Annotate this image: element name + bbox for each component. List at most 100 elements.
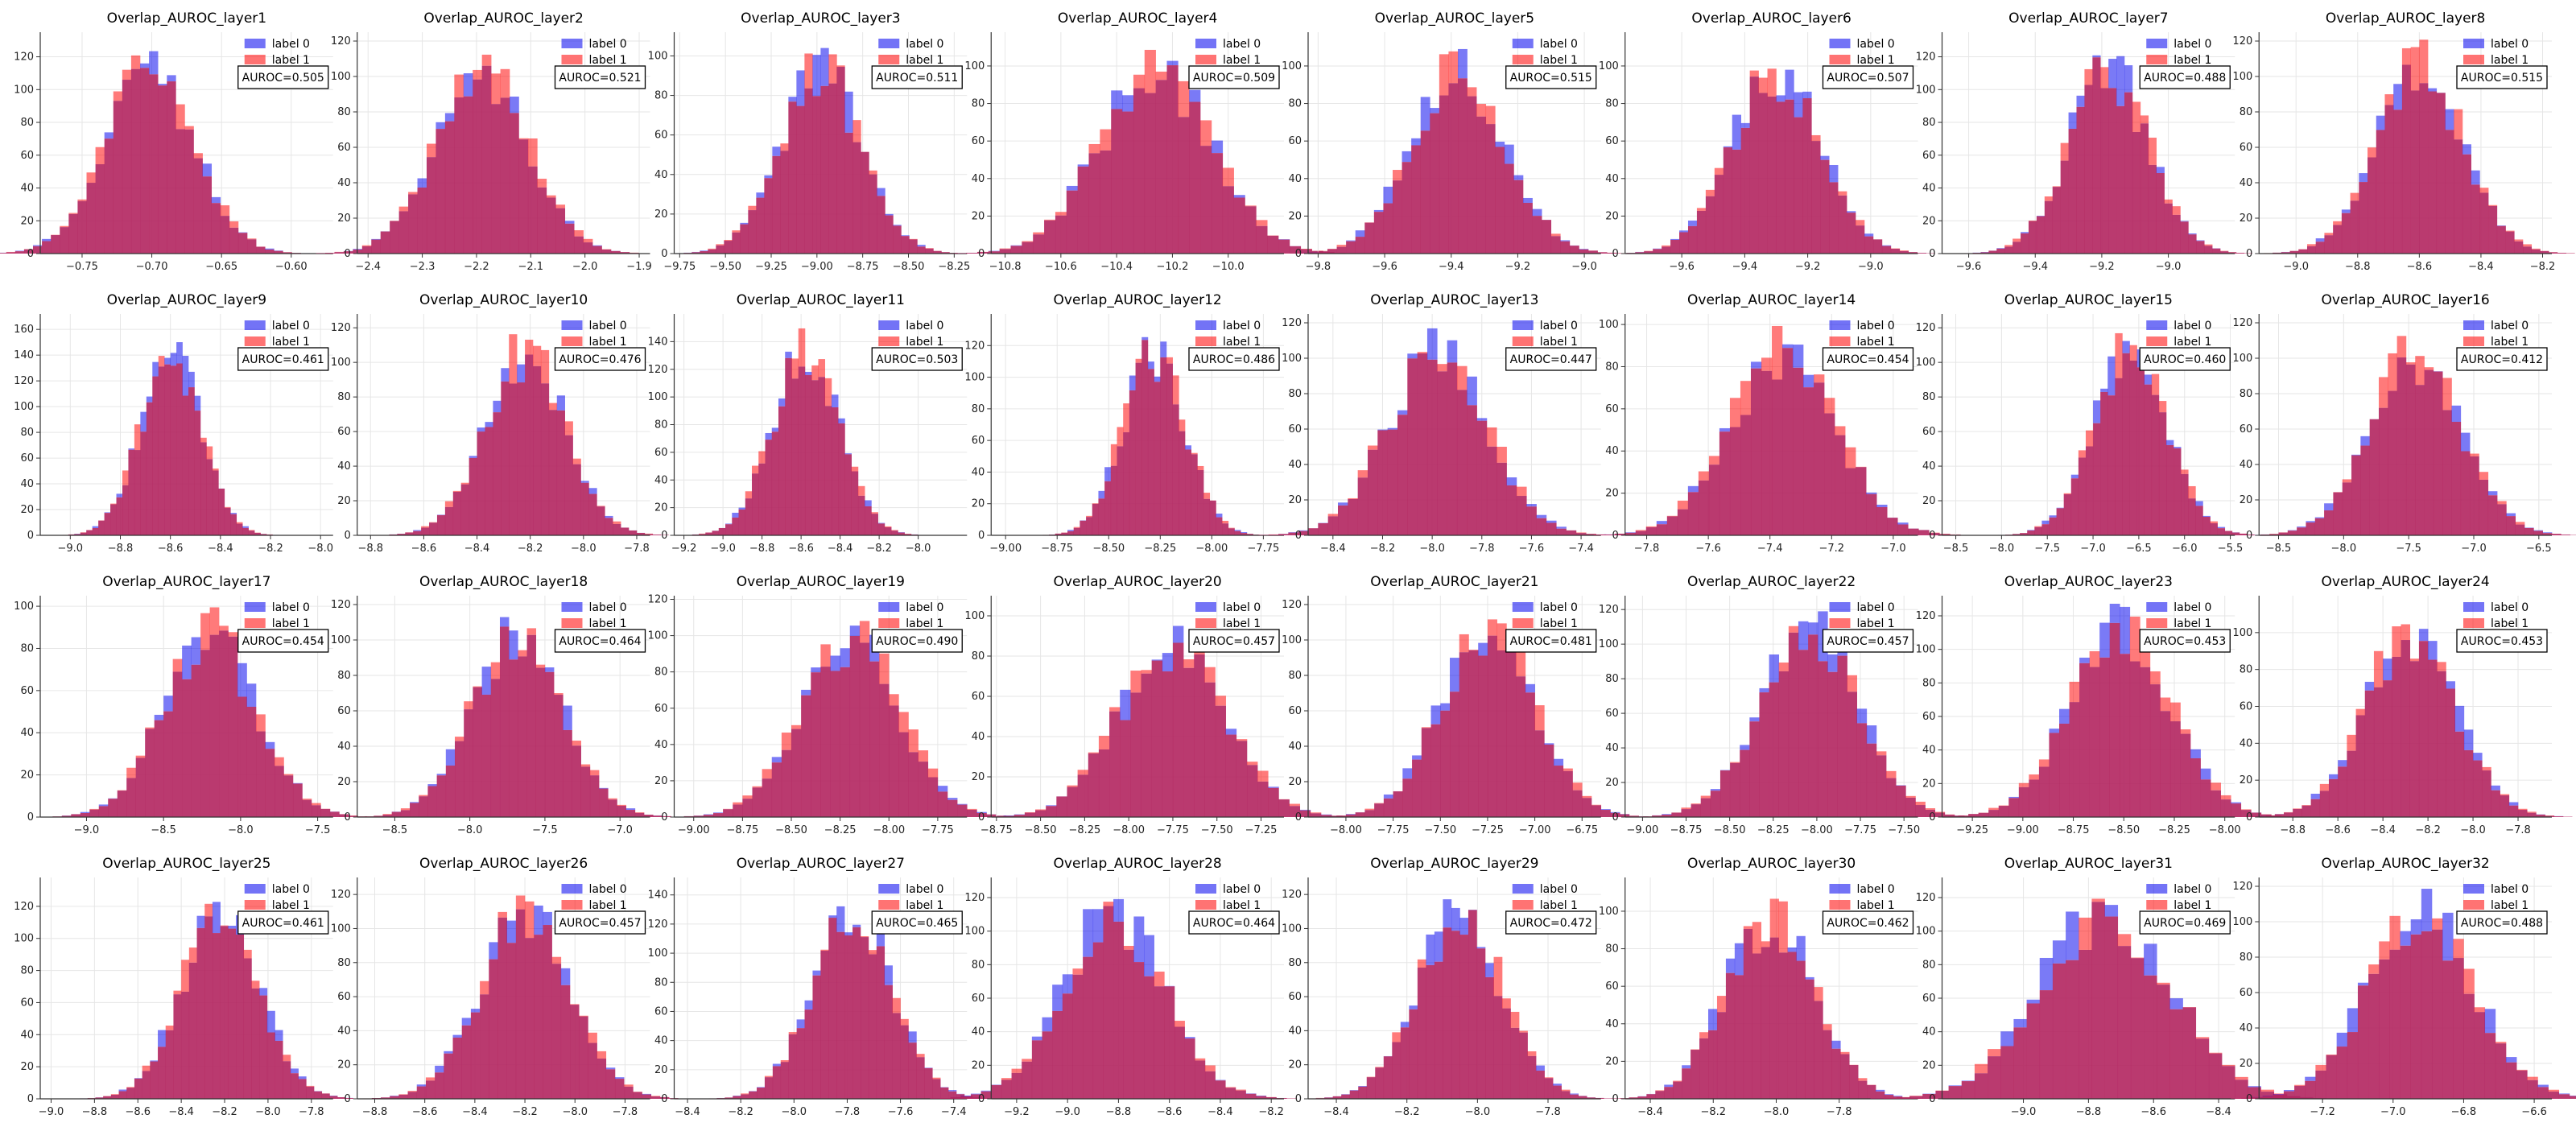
histogram-bar-label1 <box>1516 486 1527 497</box>
histogram-bar-label1 <box>1729 398 1741 427</box>
y-tick-label: 120 <box>964 340 985 352</box>
y-tick-label: 40 <box>2240 1022 2253 1034</box>
x-tick-label: −8.0 <box>1989 543 2015 555</box>
histogram-bar-overlap <box>1845 468 1856 535</box>
histogram-bar-overlap <box>1256 1096 1267 1099</box>
histogram-bar-overlap <box>2495 1043 2507 1099</box>
y-tick-label: 80 <box>20 427 34 439</box>
histogram-bar-label1 <box>644 533 654 535</box>
histogram-bar-overlap <box>1288 532 1298 535</box>
histogram-bar-label0 <box>732 512 739 518</box>
histogram-bar-label0 <box>2506 1057 2517 1063</box>
histogram-bar-overlap <box>1506 485 1517 535</box>
histogram-bar-overlap <box>659 1096 670 1099</box>
histogram-bar-label1 <box>1582 795 1592 799</box>
histogram-bar-overlap <box>836 67 845 254</box>
histogram-bar-label0 <box>2099 622 2111 658</box>
y-tick-label: 60 <box>654 1005 668 1018</box>
histogram-bar-overlap <box>2063 493 2072 535</box>
histogram-bar-label1 <box>1245 205 1257 207</box>
histogram-bar-overlap <box>1698 480 1710 535</box>
histogram-bar-label1 <box>1204 667 1216 683</box>
x-tick-label: −8.25 <box>1068 824 1100 836</box>
histogram-bar-overlap <box>1858 1080 1868 1099</box>
x-tick-label: −9.2 <box>2089 261 2115 273</box>
histogram-bar-overlap <box>1729 427 1741 535</box>
histogram-bar-label0 <box>785 351 792 358</box>
histogram-bar-label0 <box>1387 427 1398 430</box>
histogram-bar-overlap <box>820 951 829 1099</box>
histogram-bar-label0 <box>266 1010 275 1033</box>
histogram-bar-label0 <box>265 741 275 749</box>
auroc-label: AUROC=0.469 <box>2144 917 2226 930</box>
histogram-bar-overlap <box>1245 1093 1257 1099</box>
histogram-bar-label0 <box>831 394 839 408</box>
histogram-bar-overlap <box>1614 533 1626 535</box>
histogram-bar-label1 <box>1847 675 1858 692</box>
histogram-bar-label0 <box>765 432 773 440</box>
histogram-bar-overlap <box>80 813 90 817</box>
legend-label: label 1 <box>272 336 310 349</box>
histogram-bar-overlap <box>589 775 600 817</box>
histogram-bar-label0 <box>2471 170 2480 185</box>
y-tick-label: 100 <box>14 401 34 413</box>
y-tick-label: 100 <box>1916 926 1936 938</box>
histogram-bar-label0 <box>211 196 221 204</box>
histogram-bar-label0 <box>410 802 419 803</box>
x-tick-label: −7.50 <box>1888 824 1920 836</box>
histogram-bar-label0 <box>804 1000 813 1010</box>
histogram-bar-overlap <box>419 796 428 817</box>
histogram-bar-overlap <box>2160 711 2171 817</box>
histogram-bar-label1 <box>2463 968 2475 994</box>
y-tick-label: 80 <box>1605 943 1619 956</box>
histogram-bar-label0 <box>1504 144 1514 164</box>
histogram-bar-overlap <box>460 484 469 535</box>
legend-label: label 0 <box>2491 38 2529 51</box>
histogram-bar-overlap <box>2401 640 2411 817</box>
histogram-bar-overlap <box>868 954 877 1099</box>
histogram-bar-overlap <box>140 431 147 535</box>
histogram-bar-overlap <box>2140 123 2149 254</box>
histogram-bar-overlap <box>1327 516 1339 535</box>
histogram-bar-overlap <box>988 251 1000 254</box>
histogram-bar-label1 <box>2342 479 2352 483</box>
histogram-bar-label0 <box>188 371 195 388</box>
histogram-bar-label1 <box>1814 987 1823 1001</box>
histogram-bar-label1 <box>1899 250 1909 251</box>
histogram-bar-overlap <box>2287 530 2297 535</box>
legend-swatch-label0 <box>244 884 266 894</box>
legend-swatch-label0 <box>2146 39 2168 48</box>
histogram-bar-overlap <box>164 364 171 535</box>
histogram-bar-label0 <box>1476 947 1486 949</box>
histogram-bar-overlap <box>554 695 564 817</box>
histogram-bar-overlap <box>904 534 912 535</box>
histogram-bar-label1 <box>2079 917 2092 950</box>
histogram-bar-overlap <box>1430 724 1441 817</box>
y-tick-label: 80 <box>20 117 34 129</box>
histogram-bar-overlap <box>334 252 345 254</box>
histogram-bar-overlap <box>772 155 781 254</box>
histogram-bar-label1 <box>1348 497 1358 500</box>
y-tick-label: 0 <box>1295 811 1302 824</box>
histogram-bar-overlap <box>427 786 437 817</box>
histogram-bar-label0 <box>1409 1005 1418 1009</box>
histogram-bar-overlap <box>2222 1066 2235 1099</box>
histogram-bar-label1 <box>1044 219 1056 221</box>
histogram-bar-label1 <box>1222 167 1234 187</box>
y-tick-label: 80 <box>1922 117 1936 129</box>
histogram-bar-overlap <box>1785 99 1794 254</box>
x-tick-label: −8.00 <box>873 824 905 836</box>
histogram-bar-label1 <box>1421 727 1431 729</box>
histogram-bar-label1 <box>1496 623 1507 650</box>
x-tick-label: −8.6 <box>125 1106 151 1118</box>
histogram-bar-label0 <box>517 364 526 383</box>
histogram-bar-overlap <box>345 1098 353 1099</box>
histogram-bar-overlap <box>1772 379 1783 535</box>
histogram-bar-overlap <box>1561 1091 1571 1099</box>
histogram-bar-overlap <box>765 440 773 535</box>
auroc-label: AUROC=0.460 <box>2144 353 2226 366</box>
histogram-bar-overlap <box>2531 249 2541 254</box>
legend-label: label 1 <box>2174 617 2211 630</box>
histogram-bar-overlap <box>2351 455 2361 535</box>
